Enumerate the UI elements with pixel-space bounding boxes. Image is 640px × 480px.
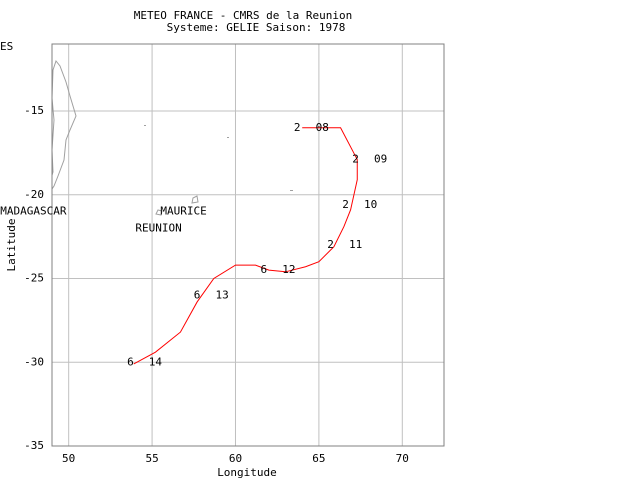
coastlines — [52, 59, 293, 216]
track-annotation: 12 — [282, 263, 295, 276]
track-annotation: 2 — [352, 153, 359, 166]
islet — [227, 137, 229, 138]
chart-subtitle: Systeme: GELIE Saison: 1978 — [167, 21, 346, 34]
place-label: MAURICE — [160, 205, 206, 218]
chart-title: METEO FRANCE - CMRS de la Reunion — [134, 9, 353, 22]
track-annotation: 08 — [316, 121, 329, 134]
track-annotation: 6 — [194, 288, 201, 301]
track-annotation: 6 — [261, 263, 268, 276]
place-label: REUNION — [135, 221, 181, 234]
corner-label: ES — [0, 40, 13, 53]
x-tick-label: 50 — [62, 452, 75, 465]
plot-frame — [51, 43, 445, 447]
track-annotation: 10 — [364, 198, 377, 211]
y-tick-label: -20 — [24, 188, 44, 201]
y-tick-label: -25 — [24, 272, 44, 285]
track-annotation: 14 — [149, 355, 163, 368]
track-annotation: 2 — [342, 198, 349, 211]
x-tick-label: 55 — [145, 452, 158, 465]
x-tick-label: 65 — [312, 452, 325, 465]
track-annotation: 6 — [127, 355, 134, 368]
y-tick-label: -15 — [24, 104, 44, 117]
madagascar-coast — [52, 59, 77, 190]
grid — [52, 44, 444, 447]
islet — [144, 125, 146, 126]
x-tick-label: 70 — [396, 452, 409, 465]
track-annotation: 13 — [216, 288, 229, 301]
reunion-coast — [155, 209, 163, 216]
islet — [290, 190, 293, 191]
y-tick-label: -30 — [24, 355, 44, 368]
mauritius-coast — [191, 195, 199, 204]
track-annotation: 09 — [374, 153, 387, 166]
track-line — [133, 127, 358, 365]
track-annotation: 2 — [327, 238, 334, 251]
track-annotation: 2 — [294, 121, 301, 134]
place-label: MADAGASCAR — [0, 205, 67, 218]
y-axis-label: Latitude — [5, 219, 18, 272]
track-annotation: 11 — [349, 238, 362, 251]
x-tick-label: 60 — [229, 452, 242, 465]
x-axis-label: Longitude — [217, 466, 277, 479]
y-tick-label: -35 — [24, 439, 44, 452]
